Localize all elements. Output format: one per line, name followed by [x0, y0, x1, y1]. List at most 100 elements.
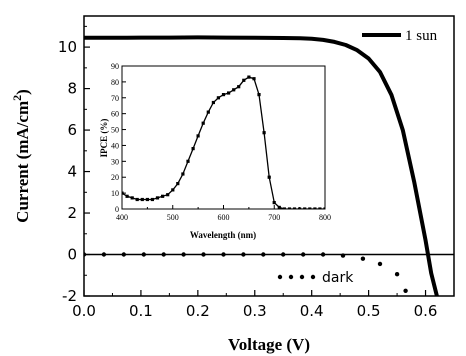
y-tick-label: 0 — [67, 246, 77, 264]
ipce-point — [227, 91, 231, 95]
dark-series-point — [101, 252, 107, 257]
ipce-point — [186, 159, 190, 163]
ipce-point — [150, 197, 154, 202]
x-tick-label: 0.1 — [129, 302, 153, 320]
inset-background — [122, 66, 325, 209]
ipce-point — [130, 196, 134, 200]
ipce-point — [140, 197, 144, 202]
dark-annotation-label: dark — [322, 270, 354, 286]
inset-y-tick-label: 90 — [111, 62, 119, 71]
dark-series-point — [281, 252, 286, 257]
legend-label-1-sun: 1 sun — [405, 28, 438, 44]
inset-plot-frame — [121, 65, 326, 210]
inset-y-tick-label: 20 — [111, 173, 119, 182]
ipce-point — [323, 207, 325, 209]
inset-x-axis-title: Wavelength (nm) — [190, 230, 256, 240]
y-tick-label: 8 — [67, 80, 77, 98]
dark-annotation-dot — [288, 274, 294, 280]
y-tick-label: 10 — [58, 38, 77, 56]
series-line-1-sun — [84, 35, 439, 296]
inset-x-tick-label: 700 — [268, 213, 280, 222]
ipce-point — [303, 207, 307, 209]
dark-series-point — [201, 252, 206, 257]
y-axis-title-close: ) — [13, 89, 32, 95]
x-tick-label: 0.3 — [243, 302, 267, 320]
ipce-point — [262, 131, 266, 135]
ipce-point — [191, 147, 195, 151]
dark-series-point — [141, 252, 146, 257]
ipce-point — [122, 191, 124, 195]
y-axis-title: Current (mA/cm2) — [10, 89, 32, 223]
ipce-point — [298, 207, 302, 209]
ipce-point — [155, 196, 160, 200]
dark-series-point — [360, 256, 366, 261]
main-plot-frame — [83, 15, 455, 297]
dark-series-point — [84, 252, 87, 257]
x-tick-label: 0.5 — [357, 302, 381, 320]
y-tick-label: 6 — [67, 121, 77, 139]
legend: 1 sun — [362, 28, 438, 44]
inset-x-tick-label: 400 — [116, 213, 128, 222]
dark-series-point — [261, 252, 266, 257]
inset-y-tick-label: 40 — [111, 141, 119, 150]
inset-y-tick-label: 70 — [111, 94, 119, 103]
ipce-point — [206, 110, 210, 114]
inset-x-tick-label: 800 — [319, 213, 331, 222]
main-axes: 0.0 0.1 0.2 0.3 0.4 0.5 0.6 -2 0 2 4 6 8 10 — [58, 25, 438, 320]
inset-x-tick-label: 500 — [167, 213, 179, 222]
ipce-point — [272, 201, 276, 205]
ipce-point — [145, 197, 149, 202]
main-chart: 0.0 0.1 0.2 0.3 0.4 0.5 0.6 -2 0 2 4 6 8 10 Current (… — [10, 15, 455, 354]
dark-series-point — [241, 252, 246, 257]
dark-series-point — [301, 252, 306, 257]
ipce-point — [196, 134, 200, 138]
inset-y-tick-label: 80 — [111, 78, 119, 87]
ipce-point — [318, 207, 322, 209]
x-axis-title: Voltage (V) — [228, 335, 310, 354]
ipce-point — [211, 100, 215, 105]
ipce-point — [125, 194, 129, 198]
dark-series-point — [161, 252, 166, 257]
y-tick-label: 2 — [67, 204, 77, 222]
inset-chart: 400 500 600 700 800 0 10 20 30 40 50 60 70 80 90 IPCE … — [99, 62, 331, 240]
inset-y-tick-label: 60 — [111, 110, 119, 119]
dark-series-point — [403, 288, 408, 293]
y-tick-label: 4 — [67, 163, 77, 181]
ipce-point — [252, 77, 256, 81]
dark-series-point — [377, 261, 383, 267]
dark-series-point — [340, 253, 346, 258]
x-tick-label: 0.4 — [300, 302, 324, 320]
ipce-point — [135, 197, 139, 202]
dark-series-point — [121, 252, 127, 257]
ipce-point — [282, 207, 286, 209]
ipce-point — [176, 182, 180, 186]
x-tick-label: 0.0 — [72, 302, 96, 320]
dark-annotation-dot — [277, 274, 283, 280]
ipce-point — [242, 78, 246, 82]
ipce-point — [287, 207, 292, 209]
dark-series-point — [221, 252, 226, 257]
ipce-point — [257, 93, 261, 97]
x-tick-label: 0.6 — [414, 302, 438, 320]
ipce-point — [201, 121, 205, 125]
ipce-point — [292, 207, 297, 209]
ipce-point — [247, 75, 251, 79]
x-tick-label: 0.2 — [186, 302, 210, 320]
inset-y-axis-title: IPCE (%) — [99, 119, 109, 158]
inset-y-tick-label: 0 — [115, 205, 119, 214]
ipce-point — [221, 93, 226, 97]
main-series-group — [84, 35, 439, 296]
inset-y-tick-label: 30 — [111, 157, 119, 166]
ipce-point — [277, 205, 281, 209]
dark-series-point — [181, 252, 186, 257]
ipce-point — [232, 88, 236, 92]
dark-annotation: dark — [277, 270, 354, 286]
ipce-point — [166, 193, 170, 197]
dark-series-point — [320, 252, 326, 257]
dark-annotation-dot — [310, 274, 316, 280]
ipce-point — [181, 172, 185, 176]
y-tick-label: -2 — [62, 287, 77, 305]
ipce-point — [161, 194, 165, 198]
y-axis-title-main: Current (mA/cm — [13, 101, 32, 223]
